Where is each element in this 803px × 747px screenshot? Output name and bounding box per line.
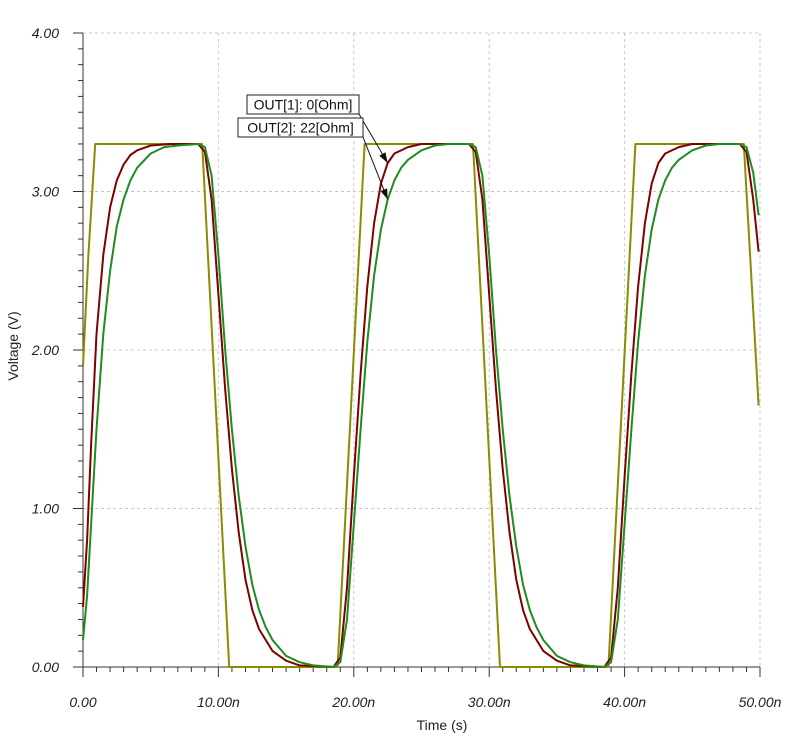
x-tick-label: 50.00n: [739, 694, 782, 710]
ticks: 0.00 10.00n 20.00n 30.00n 40.00n 50.00n 0.00 1.…: [31, 25, 782, 710]
grid: [83, 32, 761, 667]
annotation-label: OUT[2]: 22[Ohm]: [247, 120, 354, 136]
annotation-2: OUT[2]: 22[Ohm]: [237, 117, 389, 200]
series-line-3: [82, 143, 760, 668]
annotation-box: [246, 94, 360, 115]
annotation-box: [237, 117, 364, 138]
series-group: [82, 143, 760, 668]
y-tick-label: 2.00: [31, 342, 59, 358]
annotation-arrow: [362, 136, 389, 200]
series-line-1: [82, 143, 760, 668]
y-tick-label: 4.00: [32, 25, 59, 41]
x-tick-label: 40.00n: [603, 694, 646, 710]
annotation-arrowhead: [379, 152, 388, 163]
series-line-2: [82, 143, 760, 668]
annotation-1: OUT[1]: 0[Ohm]: [246, 94, 389, 164]
y-tick-label: 3.00: [32, 184, 59, 200]
x-tick-label: 30.00n: [468, 694, 511, 710]
annotations: OUT[1]: 0[Ohm] OUT[2]: 22[Ohm]: [237, 94, 389, 200]
y-axis-title: Voltage (V): [5, 311, 21, 380]
x-tick-label: 10.00n: [197, 694, 240, 710]
annotation-arrowhead: [380, 188, 388, 200]
y-tick-label: 0.00: [32, 659, 59, 675]
annotation-label: OUT[1]: 0[Ohm]: [254, 97, 353, 113]
x-tick-label: 20.00n: [331, 694, 375, 710]
y-tick-label: 1.00: [32, 501, 59, 517]
x-axis-title: Time (s): [417, 717, 468, 733]
x-tick-label: 0.00: [69, 694, 96, 710]
